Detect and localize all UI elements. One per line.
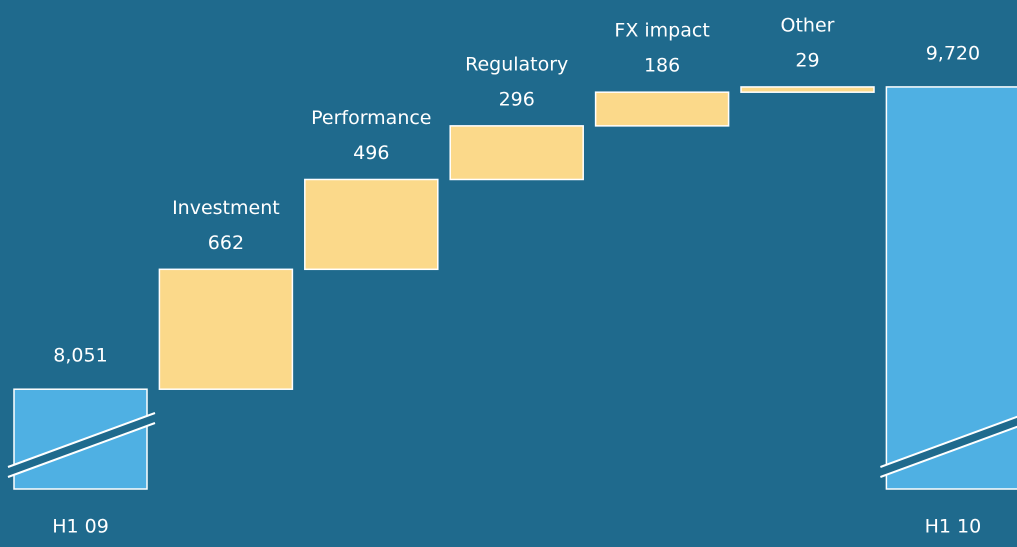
axis-break xyxy=(8,413,155,477)
category-label: FX impact xyxy=(614,20,709,42)
value-label: 496 xyxy=(353,142,389,164)
category-label: Investment xyxy=(172,197,280,219)
total-bar xyxy=(13,388,148,490)
value-label: 662 xyxy=(208,232,244,254)
delta-bar xyxy=(740,86,875,93)
value-label: 186 xyxy=(644,55,680,77)
axis-break xyxy=(880,416,1017,477)
category-label: Other xyxy=(781,14,835,36)
category-label: Regulatory xyxy=(465,53,568,75)
category-label: H1 09 xyxy=(52,516,109,538)
value-label: 8,051 xyxy=(53,345,107,367)
total-bar xyxy=(885,86,1017,490)
delta-bar xyxy=(158,268,294,390)
delta-bar xyxy=(449,125,584,181)
axis-break-line xyxy=(7,412,156,468)
category-label: H1 10 xyxy=(925,516,982,538)
axis-break-line xyxy=(880,415,1017,468)
axis-break-line xyxy=(880,425,1017,478)
value-label: 296 xyxy=(499,88,535,110)
value-label: 29 xyxy=(795,49,819,71)
delta-bar xyxy=(594,91,730,127)
category-label: Performance xyxy=(311,107,431,129)
delta-bar xyxy=(304,178,439,271)
axis-break-line xyxy=(7,422,156,478)
value-label: 9,720 xyxy=(926,42,980,64)
